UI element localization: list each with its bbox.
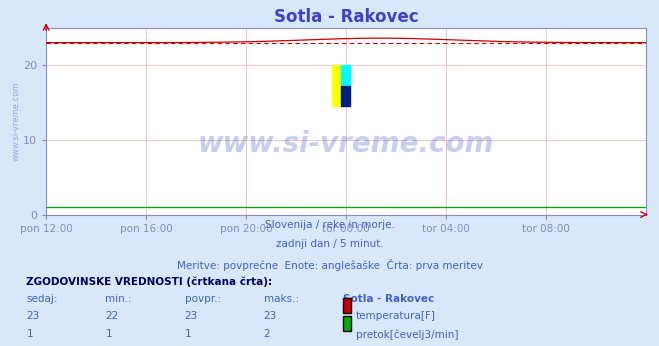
Text: ZGODOVINSKE VREDNOSTI (črtkana črta):: ZGODOVINSKE VREDNOSTI (črtkana črta): <box>26 277 272 287</box>
Text: Meritve: povprečne  Enote: anglešaške  Črta: prva meritev: Meritve: povprečne Enote: anglešaške Črt… <box>177 259 482 271</box>
Text: Sotla - Rakovec: Sotla - Rakovec <box>343 294 434 304</box>
Polygon shape <box>341 85 349 106</box>
Text: 23: 23 <box>264 311 277 321</box>
Text: min.:: min.: <box>105 294 132 304</box>
Text: 2: 2 <box>264 329 270 339</box>
Text: 22: 22 <box>105 311 119 321</box>
Text: Slovenija / reke in morje.: Slovenija / reke in morje. <box>264 220 395 230</box>
Polygon shape <box>341 65 349 85</box>
Text: www.si-vreme.com: www.si-vreme.com <box>198 129 494 157</box>
Polygon shape <box>331 65 341 106</box>
Text: povpr.:: povpr.: <box>185 294 221 304</box>
Title: Sotla - Rakovec: Sotla - Rakovec <box>273 8 418 26</box>
Y-axis label: www.si-vreme.com: www.si-vreme.com <box>11 81 20 161</box>
Text: 23: 23 <box>26 311 40 321</box>
Text: pretok[čevelj3/min]: pretok[čevelj3/min] <box>356 329 459 340</box>
Text: zadnji dan / 5 minut.: zadnji dan / 5 minut. <box>275 239 384 249</box>
Text: 1: 1 <box>105 329 112 339</box>
Text: 23: 23 <box>185 311 198 321</box>
Text: temperatura[F]: temperatura[F] <box>356 311 436 321</box>
Text: 1: 1 <box>26 329 33 339</box>
Text: maks.:: maks.: <box>264 294 299 304</box>
Text: 1: 1 <box>185 329 191 339</box>
Text: sedaj:: sedaj: <box>26 294 58 304</box>
